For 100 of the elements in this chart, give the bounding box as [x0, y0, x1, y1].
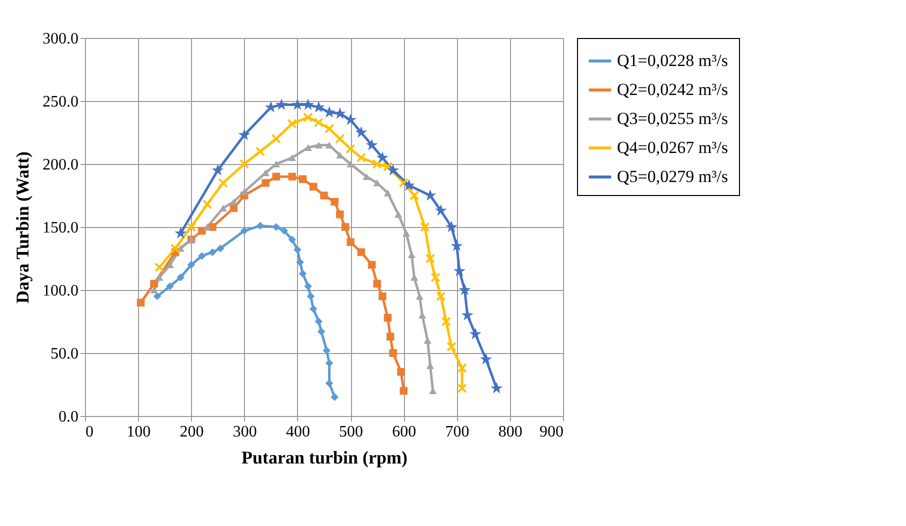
y-tick-label: 200.0 [42, 156, 78, 174]
point [310, 182, 318, 191]
point [335, 134, 345, 144]
point [356, 152, 366, 163]
point [136, 298, 145, 306]
point [320, 192, 328, 200]
point [150, 280, 158, 288]
point [208, 223, 216, 231]
point [362, 173, 370, 180]
point [212, 164, 224, 176]
y-tick-label: 150.0 [42, 220, 78, 236]
point [291, 98, 304, 110]
point [355, 126, 368, 138]
point [436, 291, 446, 302]
point [255, 146, 266, 156]
point [336, 210, 344, 218]
point [425, 254, 436, 264]
point [322, 346, 331, 354]
point [304, 282, 312, 290]
point [386, 332, 394, 340]
point [457, 363, 467, 373]
legend-label: Q3=0,0255 m³/s [617, 109, 728, 128]
point [373, 280, 381, 288]
point [275, 98, 288, 110]
point [398, 178, 409, 188]
point [334, 107, 346, 119]
point [330, 198, 338, 206]
legend-label: Q5=0,0279 m³/s [617, 167, 728, 186]
point [298, 270, 307, 278]
point [397, 368, 405, 376]
point [314, 142, 323, 148]
point [424, 189, 436, 201]
legend-label: Q2=0,0242 m³/s [617, 80, 728, 99]
point [384, 314, 392, 322]
point [450, 240, 463, 252]
point [203, 224, 212, 230]
point [154, 262, 164, 272]
point [400, 386, 408, 395]
point [314, 118, 324, 128]
point [304, 144, 312, 151]
point [402, 179, 416, 191]
point [317, 328, 326, 336]
point [409, 190, 420, 200]
point [155, 274, 164, 281]
point [325, 359, 334, 367]
point [272, 223, 280, 231]
point [256, 222, 264, 230]
y-tick-label: 50.0 [50, 346, 78, 362]
legend-label: Q4=0,0267 m³/s [617, 138, 728, 157]
x-tick-label: 500 [339, 424, 364, 440]
point [420, 222, 430, 232]
point [306, 292, 315, 300]
point [314, 318, 323, 326]
point [150, 286, 158, 294]
point [288, 172, 296, 180]
point [166, 282, 174, 290]
x-axis-title: Putaran turbin (rpm) [242, 448, 408, 468]
point [238, 128, 250, 140]
point [324, 124, 334, 134]
point [357, 248, 366, 256]
point [408, 251, 416, 258]
x-tick-label: 700 [445, 424, 470, 440]
point [394, 211, 402, 218]
y-tick-label: 0.0 [58, 408, 78, 426]
point [271, 134, 282, 144]
x-tick-label: 800 [498, 424, 522, 440]
point [187, 260, 196, 269]
point [153, 292, 162, 300]
legend-label: Q1=0,0228 m³/s [617, 51, 728, 70]
point [368, 260, 376, 269]
point [202, 199, 212, 210]
y-tick-label: 250.0 [42, 94, 78, 110]
point [294, 246, 302, 254]
point [490, 382, 503, 394]
point [287, 118, 298, 129]
point [219, 204, 227, 212]
point [288, 154, 296, 162]
y-tick-label: 300.0 [42, 30, 78, 48]
point [310, 305, 318, 313]
point [174, 227, 187, 239]
point [240, 226, 248, 235]
point [303, 112, 313, 122]
point [176, 274, 184, 282]
point [216, 244, 224, 252]
point [198, 252, 206, 260]
point [402, 230, 410, 237]
y-tick-label: 100.0 [42, 282, 78, 300]
x-tick-label: 600 [392, 424, 416, 440]
x-tick-label: 0 [86, 424, 94, 440]
x-tick-label: 200 [180, 424, 204, 440]
y-axis-title: Daya Turbin (Watt) [12, 151, 32, 304]
point [387, 164, 400, 176]
point [280, 226, 288, 235]
point [445, 220, 458, 232]
point [262, 179, 270, 187]
point [458, 284, 471, 296]
point [346, 144, 356, 154]
point [298, 175, 307, 183]
point [346, 238, 354, 246]
point [230, 198, 238, 206]
